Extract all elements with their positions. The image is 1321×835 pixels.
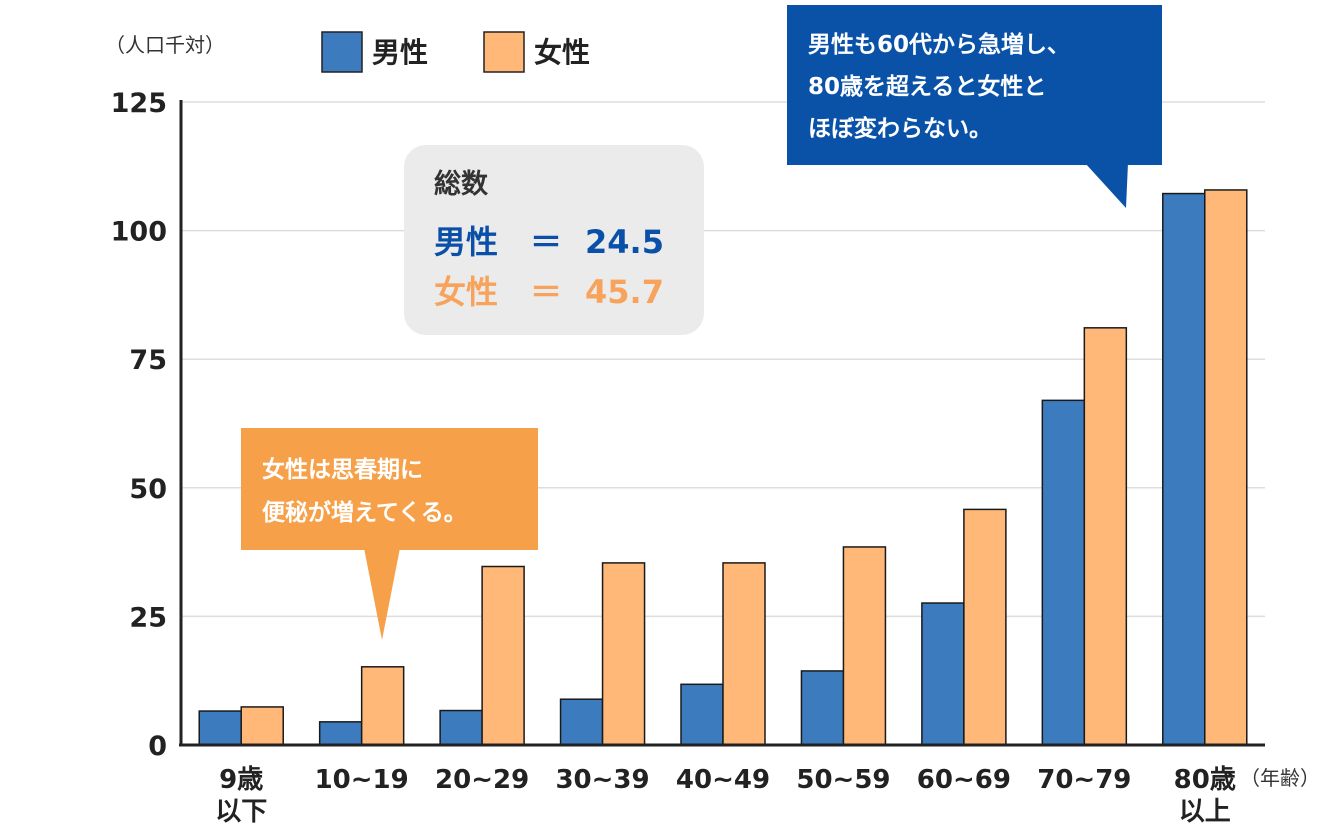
bars [198, 189, 1248, 746]
x-tick-label-0-1: 以下 [215, 797, 267, 827]
bar-male-5 [800, 670, 845, 746]
bar-female-6 [963, 508, 1007, 746]
bar-female-2 [481, 565, 525, 746]
bar-male-4 [680, 683, 724, 746]
male-callout-bg [787, 5, 1162, 165]
female-callout-line-2: 便秘が増えてくる。 [262, 499, 467, 526]
y-unit-label: （人口千対） [105, 33, 225, 57]
bar-female-4 [722, 562, 766, 746]
bar-male-6 [921, 602, 965, 746]
legend-label-female: 女性 [534, 36, 590, 69]
y-tick-label-100: 100 [111, 217, 167, 248]
male-callout-line-3: ほぼ変わらない。 [808, 115, 992, 142]
summary-female-label: 女性 [434, 273, 498, 311]
summary-male-value: 24.5 [585, 223, 664, 261]
legend-swatch-male [321, 31, 363, 73]
x-unit-label: （年齢） [1240, 766, 1320, 790]
x-tick-label-8-0: 80歳 [1174, 765, 1236, 795]
legend-swatch-female [483, 31, 525, 73]
x-tick-label-1-0: 10~19 [315, 765, 409, 795]
summary-box-bg [404, 145, 704, 335]
x-tick-label-5-0: 50~59 [796, 765, 890, 795]
bar-female-8 [1204, 189, 1248, 746]
x-tick-label-7-0: 70~79 [1037, 765, 1131, 795]
bar-female-0 [240, 706, 284, 746]
x-tick-label-2-0: 20~29 [435, 765, 529, 795]
summary-box: 総数 男性 ＝ 24.5 女性 ＝ 45.7 [404, 145, 704, 335]
y-ticks: 0 25 50 75 100 125 [111, 88, 167, 762]
male-callout: 男性も60代から急増し、 80歳を超えると女性と ほぼ変わらない。 [787, 5, 1162, 208]
y-tick-label-50: 50 [129, 474, 167, 505]
bar-female-1 [360, 666, 405, 746]
female-callout: 女性は思春期に 便秘が増えてくる。 [241, 428, 538, 640]
male-callout-line-1: 男性も60代から急増し、 [808, 31, 1070, 58]
summary-male-eq: ＝ [530, 223, 562, 261]
summary-male-label: 男性 [434, 223, 498, 261]
x-tick-label-0-0: 9歳 [219, 765, 263, 795]
bar-male-7 [1041, 399, 1086, 746]
female-callout-line-1: 女性は思春期に [262, 456, 423, 483]
bar-male-1 [318, 721, 363, 746]
bar-female-3 [601, 562, 646, 746]
bar-male-3 [559, 698, 604, 746]
bar-male-0 [198, 710, 242, 746]
x-tick-label-8-1: 以上 [1179, 797, 1231, 827]
legend-label-male: 男性 [372, 36, 428, 69]
female-callout-bg [241, 428, 538, 550]
x-tick-label-4-0: 40~49 [676, 765, 770, 795]
bar-female-5 [842, 546, 887, 746]
bar-female-7 [1083, 327, 1128, 746]
y-tick-label-0: 0 [148, 731, 167, 762]
axes [179, 100, 1265, 747]
x-tick-label-6-0: 60~69 [917, 765, 1011, 795]
male-callout-line-2: 80歳を超えると女性と [808, 73, 1046, 100]
female-callout-pointer [364, 548, 400, 640]
summary-female-value: 45.7 [585, 273, 664, 311]
y-tick-label-125: 125 [111, 88, 167, 119]
legend: 男性 女性 [321, 31, 590, 73]
y-tick-label-75: 75 [129, 345, 167, 376]
summary-female-eq: ＝ [530, 273, 562, 311]
bar-male-2 [439, 709, 483, 746]
summary-title: 総数 [434, 168, 489, 200]
bar-male-8 [1162, 192, 1206, 746]
x-tick-label-3-0: 30~39 [555, 765, 649, 795]
y-tick-label-25: 25 [129, 602, 167, 633]
male-callout-pointer [1085, 163, 1128, 208]
